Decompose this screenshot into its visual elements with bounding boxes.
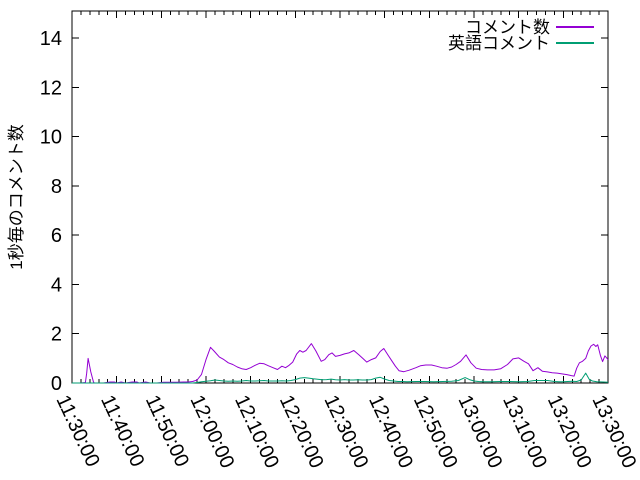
- x-tick-label: 11:40:00: [96, 392, 148, 471]
- y-tick-label: 4: [51, 274, 62, 296]
- y-axis-label: 1秒毎のコメント数: [7, 124, 26, 269]
- legend: コメント数 英語コメント: [448, 18, 594, 53]
- legend-label-comments: コメント数: [465, 18, 550, 37]
- series-line-0: [72, 343, 609, 384]
- plot-border: [71, 10, 609, 384]
- y-tick-label: 10: [40, 127, 62, 149]
- y-tick-label: 14: [40, 28, 62, 50]
- y-tick-label: 2: [51, 324, 62, 346]
- y-tick-label: 0: [51, 373, 62, 395]
- series-lines: [72, 343, 609, 384]
- x-tick-label: 11:50:00: [141, 392, 193, 471]
- axis-ticks: 11:30:0011:40:0011:50:0012:00:0012:10:00…: [40, 11, 640, 472]
- y-tick-label: 6: [51, 225, 62, 247]
- legend-label-english-comments: 英語コメント: [448, 34, 550, 53]
- y-tick-label: 12: [40, 77, 62, 99]
- x-tick-label: 11:30:00: [51, 392, 103, 471]
- y-tick-label: 8: [51, 176, 62, 198]
- series-line-1: [72, 372, 609, 384]
